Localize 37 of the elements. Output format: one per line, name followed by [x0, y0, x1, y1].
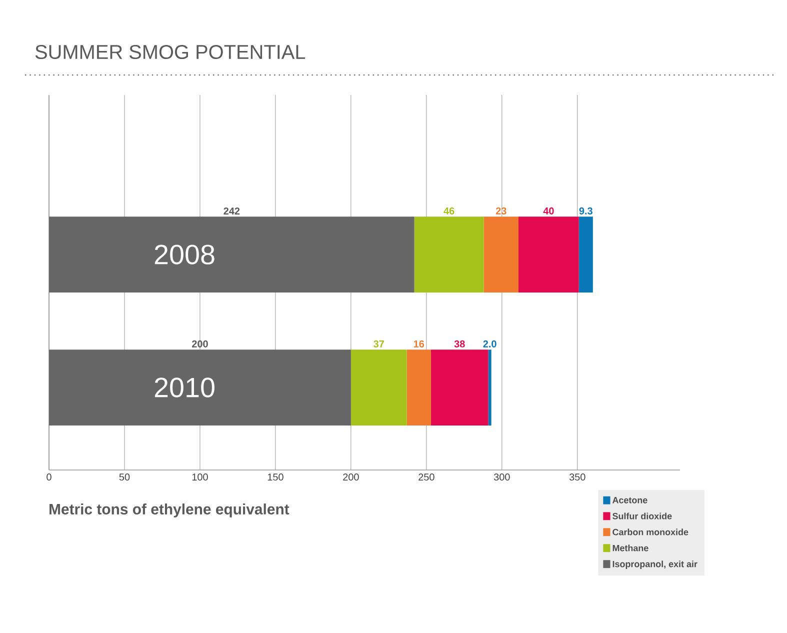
- x-tick-label: 200: [343, 474, 359, 481]
- chart-title: SUMMER SMOG POTENTIAL: [35, 44, 306, 60]
- data-label: 9.3: [579, 207, 592, 214]
- data-label: 40: [543, 207, 554, 214]
- data-label: 16: [414, 340, 424, 348]
- bar: [484, 216, 518, 292]
- bar: [518, 216, 579, 292]
- bar: [406, 350, 431, 426]
- bar: [350, 350, 407, 426]
- bar: [414, 216, 484, 292]
- bar: [578, 216, 593, 292]
- y-tick-label: 2008: [154, 244, 214, 264]
- data-label: 2.0: [483, 340, 496, 348]
- data-label: 242: [224, 208, 240, 214]
- x-tick-label: 350: [569, 474, 586, 481]
- x-tick-label: 250: [418, 474, 434, 481]
- bar: [49, 350, 351, 426]
- x-tick-label: 0: [46, 474, 52, 481]
- y-tick-label: 2010: [154, 378, 214, 398]
- bar: [488, 350, 492, 426]
- data-label: 23: [496, 207, 506, 214]
- legend-label: Sulfur dioxide: [612, 512, 672, 520]
- x-tick-label: 100: [192, 474, 208, 481]
- x-tick-label: 50: [119, 474, 130, 481]
- legend-label: Carbon monoxide: [612, 528, 688, 536]
- legend-label: Methane: [612, 544, 648, 552]
- legend-label: Acetone: [612, 497, 648, 504]
- data-label: 37: [374, 340, 384, 348]
- bar: [49, 216, 414, 292]
- x-tick-label: 150: [268, 474, 284, 481]
- bar: [430, 350, 488, 426]
- x-tick-label: 300: [494, 474, 510, 481]
- x-axis-title: Metric tons of ethylene equivalent: [50, 504, 290, 518]
- data-label: 38: [454, 340, 465, 348]
- legend-label: Isopropanol, exit air: [612, 560, 698, 569]
- data-label: 46: [444, 207, 454, 214]
- data-label: 200: [192, 340, 208, 348]
